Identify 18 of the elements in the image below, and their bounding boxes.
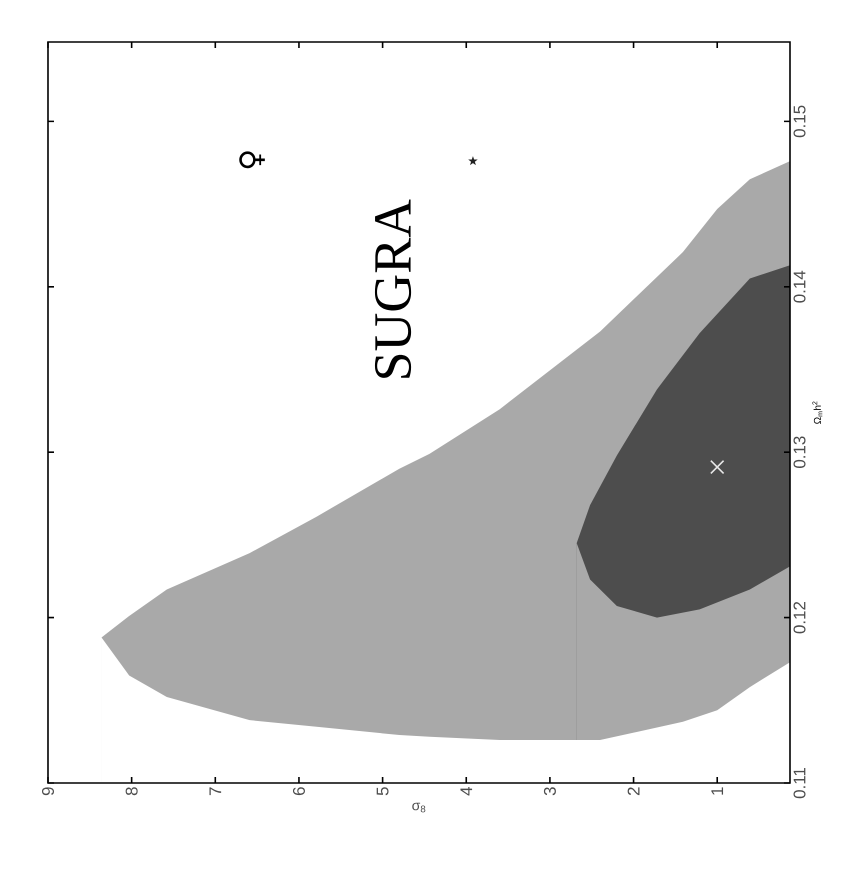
y-tick-label: 0.13: [794, 436, 806, 468]
y-tick-label: 0.11: [794, 768, 806, 798]
y-axis-title: Ω$_{m}$h$^{2}$: [812, 402, 822, 424]
x-tick-label: 9: [42, 787, 54, 796]
annotation: ♀: [239, 151, 265, 168]
y-tick-label: 0.12: [794, 602, 806, 634]
x-tick-label: 8: [126, 787, 138, 796]
x-tick-label: 2: [628, 787, 640, 796]
x-tick-label: 5: [376, 787, 389, 796]
x-tick-label: 4: [460, 787, 472, 796]
annotation: SUGRA: [374, 199, 412, 378]
x-tick-label: 3: [544, 787, 556, 796]
x-tick-label: 1: [711, 787, 724, 795]
x-axis-title: σ$_{8}$: [412, 802, 426, 812]
x-tick-label: 7: [209, 787, 222, 796]
y-tick-label: 0.14: [794, 270, 806, 303]
y-tick-label: 0.15: [794, 106, 806, 138]
x-tick-label: 6: [292, 787, 305, 796]
